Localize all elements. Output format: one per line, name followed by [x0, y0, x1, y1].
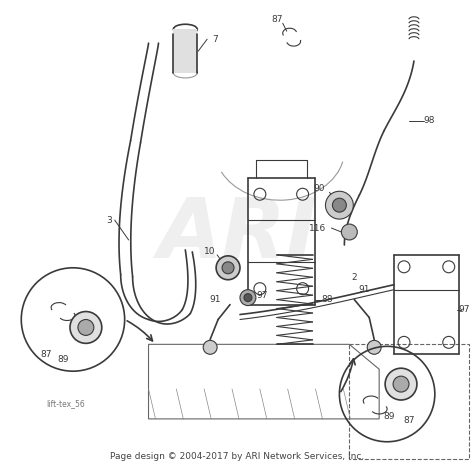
Circle shape	[244, 293, 252, 301]
Circle shape	[393, 376, 409, 392]
Circle shape	[367, 340, 381, 354]
Circle shape	[70, 312, 102, 344]
Text: 2: 2	[352, 273, 357, 282]
Bar	[173, 29, 197, 73]
Circle shape	[332, 198, 346, 212]
Text: 87: 87	[271, 15, 283, 24]
Circle shape	[385, 368, 417, 400]
Circle shape	[222, 262, 234, 274]
Text: 10: 10	[204, 248, 216, 256]
Circle shape	[240, 290, 256, 306]
Text: 87: 87	[403, 417, 415, 425]
Text: 3: 3	[106, 216, 112, 225]
Circle shape	[326, 191, 353, 219]
Text: 97: 97	[256, 291, 268, 300]
Text: 91: 91	[358, 285, 370, 294]
Text: 7: 7	[212, 35, 218, 44]
Text: 98: 98	[423, 116, 435, 125]
Circle shape	[341, 224, 357, 240]
Circle shape	[216, 256, 240, 280]
Text: 116: 116	[309, 224, 326, 233]
Text: 97: 97	[458, 305, 469, 314]
Text: 89: 89	[57, 355, 69, 364]
Circle shape	[203, 340, 217, 354]
Text: Page design © 2004-2017 by ARI Network Services, Inc.: Page design © 2004-2017 by ARI Network S…	[110, 452, 364, 461]
Text: ARI: ARI	[157, 193, 317, 275]
Text: 91: 91	[210, 295, 221, 304]
Circle shape	[78, 320, 94, 336]
Text: lift-tex_56: lift-tex_56	[46, 400, 85, 409]
Text: 90: 90	[314, 184, 325, 193]
Text: 87: 87	[40, 350, 52, 359]
Text: 88: 88	[322, 295, 333, 304]
Text: 89: 89	[383, 412, 395, 421]
